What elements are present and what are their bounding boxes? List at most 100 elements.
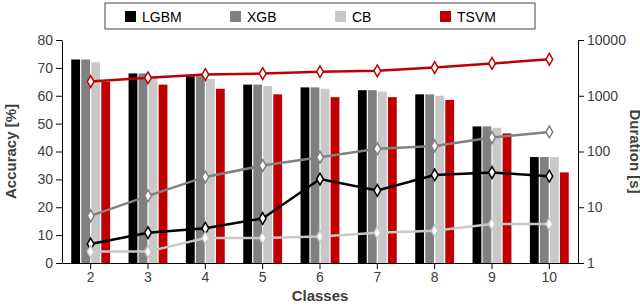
- bar-series: [81, 60, 548, 263]
- tick-label: 1: [587, 255, 595, 271]
- marker: [202, 69, 209, 81]
- bar: [368, 90, 377, 263]
- bar: [243, 85, 252, 263]
- y2-axis-title: Duration [s]: [627, 109, 640, 193]
- tick-mark: [578, 96, 584, 97]
- tick: 6: [316, 263, 324, 285]
- tick: 2: [87, 263, 95, 285]
- bar: [560, 172, 569, 263]
- marker: [259, 213, 266, 225]
- tick: 7: [373, 263, 381, 285]
- marker: [317, 231, 324, 243]
- bar: [493, 128, 502, 263]
- duration-line: [91, 59, 550, 81]
- marker: [374, 143, 381, 155]
- chart: 2345678910010203040506070801101001000100…: [0, 0, 640, 307]
- tick-label: 8: [431, 269, 439, 285]
- bar: [186, 76, 195, 263]
- tick-mark: [56, 40, 62, 41]
- tick: 10000: [578, 32, 626, 48]
- marker: [546, 53, 553, 65]
- marker: [259, 232, 266, 244]
- axis-line: [62, 41, 63, 264]
- legend-swatch: [125, 11, 136, 22]
- tick-label: 50: [37, 116, 53, 132]
- marker: [374, 185, 381, 197]
- markers: [87, 167, 552, 250]
- tick-label: 10: [542, 269, 558, 285]
- x-axis-title: Classes: [292, 287, 349, 304]
- tick-label: 2: [87, 269, 95, 285]
- marker: [145, 190, 152, 202]
- bar: [435, 96, 444, 263]
- tick: 100: [578, 143, 611, 159]
- legend-label: TSVM: [457, 9, 496, 25]
- bar: [81, 60, 90, 263]
- legend-box: [105, 3, 535, 29]
- bar: [71, 60, 80, 263]
- marker: [259, 160, 266, 172]
- marker: [546, 170, 553, 182]
- marks: [71, 53, 569, 263]
- bar: [101, 82, 110, 263]
- tick: 70: [37, 60, 62, 76]
- marker: [374, 65, 381, 77]
- tick: 60: [37, 88, 62, 104]
- tick-mark: [56, 207, 62, 208]
- tick: 9: [488, 263, 496, 285]
- tick-mark: [578, 207, 584, 208]
- tick: 50: [37, 116, 62, 132]
- tick-label: 6: [316, 269, 324, 285]
- bar-series: [71, 60, 538, 263]
- tick-label: 9: [488, 269, 496, 285]
- tick-mark: [578, 152, 584, 153]
- bar: [530, 157, 539, 263]
- tick-label: 7: [373, 269, 381, 285]
- legend-label: CB: [352, 9, 371, 25]
- tick: 1000: [578, 88, 618, 104]
- marker: [317, 66, 324, 78]
- bar: [159, 85, 168, 263]
- marker: [259, 68, 266, 80]
- marker: [317, 173, 324, 185]
- marker: [431, 225, 438, 237]
- marker: [145, 246, 152, 258]
- bar-series: [91, 62, 558, 263]
- marker: [489, 132, 496, 144]
- tick: 10: [37, 227, 62, 243]
- tick-label: 0: [45, 255, 53, 271]
- tick: 8: [431, 263, 439, 285]
- legend: LGBMXGBCBTSVM: [105, 3, 535, 29]
- tick-label: 1000: [587, 88, 618, 104]
- duration-line: [91, 173, 550, 244]
- tick-mark: [56, 96, 62, 97]
- bar: [378, 92, 387, 263]
- bar: [358, 90, 367, 263]
- tick: 4: [201, 263, 209, 285]
- marker: [431, 169, 438, 181]
- tick: 0: [45, 255, 62, 271]
- marker: [546, 218, 553, 230]
- marker: [431, 140, 438, 152]
- tick-label: 70: [37, 60, 53, 76]
- legend-swatch: [230, 11, 241, 22]
- tick: 10: [542, 263, 558, 285]
- bar: [331, 97, 340, 263]
- tick: 20: [37, 199, 62, 215]
- marker: [87, 76, 94, 88]
- bar: [473, 126, 482, 263]
- tick: 10: [578, 199, 603, 215]
- marker: [145, 227, 152, 239]
- marker: [489, 218, 496, 230]
- tick: 1: [578, 255, 595, 271]
- x-axis: 2345678910: [63, 263, 579, 285]
- marker: [431, 62, 438, 74]
- tick-mark: [56, 263, 62, 264]
- tick-label: 10000: [587, 32, 626, 48]
- tick: 3: [144, 263, 152, 285]
- tick-label: 40: [37, 143, 53, 159]
- bar: [483, 126, 492, 263]
- tick-mark: [56, 152, 62, 153]
- bar: [388, 97, 397, 263]
- tick-mark: [56, 179, 62, 180]
